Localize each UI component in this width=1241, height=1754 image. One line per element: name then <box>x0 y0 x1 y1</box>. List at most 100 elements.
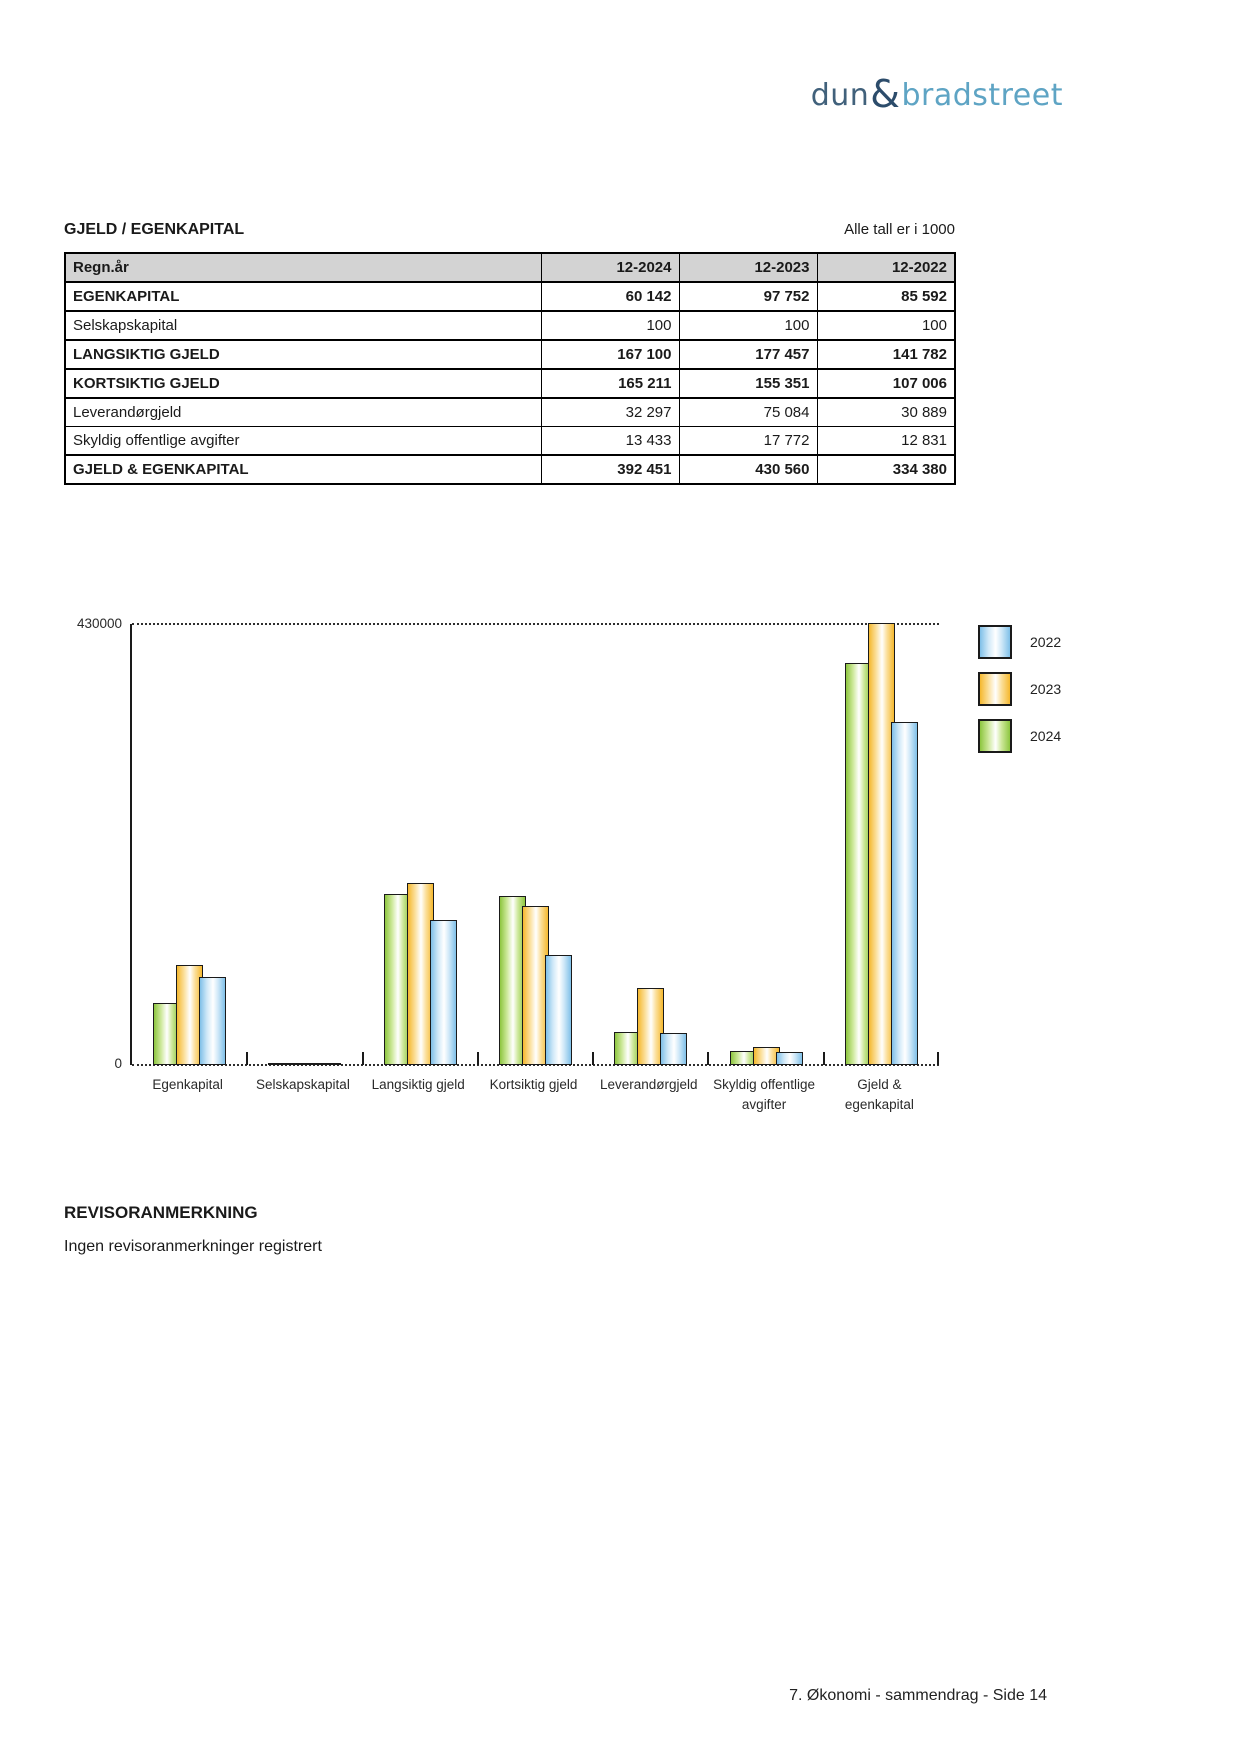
section-title-gjeld-egenkapital: GJELD / EGENKAPITAL <box>64 221 245 238</box>
bar-group <box>363 883 478 1065</box>
bar-group <box>593 988 708 1065</box>
cell-value: 430 560 <box>678 454 818 485</box>
column-header-regnar: Regn.år <box>64 252 542 283</box>
row-label: EGENKAPITAL <box>64 281 542 312</box>
x-axis-category-label: Gjeld & egenkapital <box>844 1077 914 1112</box>
cell-value: 60 142 <box>540 281 680 312</box>
axis-tick <box>592 1052 595 1065</box>
bar-2022 <box>660 1033 688 1065</box>
x-axis-category-label: Egenkapital <box>152 1077 223 1092</box>
cell-value: 177 457 <box>678 339 818 370</box>
financial-table-head: Regn.år 12-2024 12-2023 12-2022 <box>64 252 956 283</box>
page-footer: 7. Økonomi - sammendrag - Side 14 <box>789 1687 1047 1704</box>
chart-legend: 2022 2023 2024 <box>978 625 1061 766</box>
chart-plot-area <box>130 623 939 1066</box>
legend-swatch-icon <box>978 625 1012 659</box>
axis-tick <box>822 1052 825 1065</box>
legend-label: 2024 <box>1030 728 1062 744</box>
table-row: EGENKAPITAL 60 142 97 752 85 592 <box>64 281 956 312</box>
legend-item-2024: 2024 <box>978 719 1061 753</box>
cell-value: 97 752 <box>678 281 818 312</box>
row-label: LANGSIKTIG GJELD <box>64 339 542 370</box>
logo-ampersand-icon: & <box>870 72 901 116</box>
bar-2023 <box>637 988 665 1065</box>
bar-2022 <box>544 955 572 1065</box>
cell-value: 167 100 <box>540 339 680 370</box>
financial-table: Regn.år 12-2024 12-2023 12-2022 EGENKAPITAL… <box>64 252 956 485</box>
legend-swatch-icon <box>978 672 1012 706</box>
cell-value: 107 006 <box>816 368 956 399</box>
legend-swatch-icon <box>978 719 1012 753</box>
bar-2024 <box>614 1032 642 1065</box>
cell-value: 12 831 <box>816 426 956 456</box>
axis-tick <box>361 1052 364 1065</box>
row-label: Leverandørgjeld <box>64 397 542 427</box>
bar-group <box>247 1063 362 1065</box>
cell-value: 85 592 <box>816 281 956 312</box>
cell-value: 334 380 <box>816 454 956 485</box>
x-axis-category-label: Selskapskapital <box>256 1077 350 1092</box>
cell-value: 100 <box>816 310 956 341</box>
bar-2022 <box>890 722 918 1065</box>
x-axis-category-label: Skyldig offentlige avgifter <box>713 1077 815 1112</box>
legend-label: 2022 <box>1030 634 1062 650</box>
y-axis-max-label: 430000 <box>76 616 122 631</box>
table-row: Leverandørgjeld 32 297 75 084 30 889 <box>64 397 956 427</box>
axis-tick <box>937 1052 939 1065</box>
table-row: KORTSIKTIG GJELD 165 211 155 351 107 006 <box>64 368 956 399</box>
row-label: KORTSIKTIG GJELD <box>64 368 542 399</box>
x-axis-category-label: Kortsiktig gjeld <box>489 1077 578 1092</box>
table-column-headers: Regn.år 12-2024 12-2023 12-2022 <box>64 252 956 283</box>
cell-value: 100 <box>540 310 680 341</box>
table-row: LANGSIKTIG GJELD 167 100 177 457 141 782 <box>64 339 956 370</box>
y-axis-zero-label: 0 <box>114 1056 122 1071</box>
axis-tick <box>246 1052 249 1065</box>
units-note: Alle tall er i 1000 <box>844 221 955 238</box>
legend-label: 2023 <box>1030 681 1062 697</box>
cell-value: 13 433 <box>540 426 680 456</box>
bar-2022 <box>314 1063 342 1065</box>
financial-table-body: EGENKAPITAL 60 142 97 752 85 592 Selskapskap… <box>64 281 956 485</box>
bar-2024 <box>383 894 411 1065</box>
axis-tick <box>707 1052 710 1065</box>
logo-text-bradstreet: bradstreet <box>901 78 1063 113</box>
logo-text-dun: dun <box>810 78 870 113</box>
legend-item-2023: 2023 <box>978 672 1061 706</box>
bar-2022 <box>429 920 457 1065</box>
row-label: Skyldig offentlige avgifter <box>64 426 542 456</box>
cell-value: 100 <box>678 310 818 341</box>
bar-group <box>824 623 939 1065</box>
table-row: GJELD & EGENKAPITAL 392 451 430 560 334 380 <box>64 454 956 485</box>
table-row: Selskapskapital 100 100 100 <box>64 310 956 341</box>
dun-bradstreet-logo: dun & bradstreet <box>810 70 1063 116</box>
table-header-row: GJELD / EGENKAPITAL Alle tall er i 1000 <box>64 221 955 239</box>
ymax-gridline <box>132 623 939 625</box>
revisor-section-text: Ingen revisoranmerkninger registrert <box>64 1238 322 1255</box>
x-axis-category-label: Leverandørgjeld <box>600 1077 698 1092</box>
bar-2023 <box>176 965 204 1065</box>
cell-value: 392 451 <box>540 454 680 485</box>
bar-group <box>708 1047 823 1065</box>
cell-value: 165 211 <box>540 368 680 399</box>
cell-value: 30 889 <box>816 397 956 427</box>
bar-group <box>132 965 247 1065</box>
bar-2022 <box>775 1052 803 1065</box>
cell-value: 141 782 <box>816 339 956 370</box>
column-header-year: 12-2024 <box>540 252 680 283</box>
cell-value: 155 351 <box>678 368 818 399</box>
bar-group <box>478 896 593 1065</box>
row-label: Selskapskapital <box>64 310 542 341</box>
x-axis-baseline <box>132 1064 939 1066</box>
row-label: GJELD & EGENKAPITAL <box>64 454 542 485</box>
column-header-year: 12-2023 <box>678 252 818 283</box>
bar-2022 <box>199 977 227 1065</box>
column-header-year: 12-2022 <box>816 252 956 283</box>
bar-2024 <box>844 663 872 1065</box>
table-row: Skyldig offentlige avgifter 13 433 17 772 1… <box>64 426 956 456</box>
legend-item-2022: 2022 <box>978 625 1061 659</box>
bar-chart: 430000 0 Egenkapital Selskapskapital Langs… <box>0 616 1241 1144</box>
axis-tick <box>476 1052 479 1065</box>
cell-value: 32 297 <box>540 397 680 427</box>
x-axis-category-label: Langsiktig gjeld <box>371 1077 465 1092</box>
